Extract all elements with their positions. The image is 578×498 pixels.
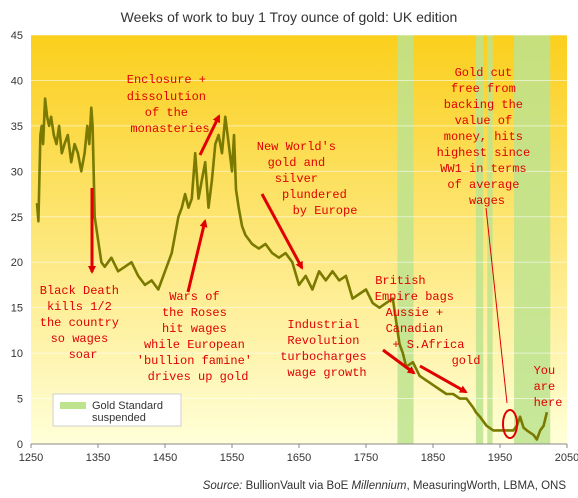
annotation-industrial-revolution: Industrial Revolution turbocharges wage … bbox=[280, 318, 374, 380]
shade-period-2 bbox=[487, 35, 493, 444]
arrow-new-world bbox=[260, 193, 304, 270]
x-tick-label: 1350 bbox=[86, 452, 110, 464]
x-tick-label: 1850 bbox=[421, 452, 445, 464]
y-tick-label: 10 bbox=[11, 348, 23, 360]
x-tick-label: 1750 bbox=[354, 452, 378, 464]
y-tick-label: 20 bbox=[11, 257, 23, 269]
shade-period-1 bbox=[475, 35, 484, 444]
legend: Gold Standard suspended bbox=[52, 393, 182, 427]
x-tick-label: 1950 bbox=[488, 452, 512, 464]
x-tick-label: 1550 bbox=[220, 452, 244, 464]
shade-period-3 bbox=[514, 35, 551, 444]
shade-period-0 bbox=[397, 35, 414, 444]
annotation-gold-cut-free: Gold cut free from backing the value of … bbox=[437, 66, 538, 208]
x-tick-label: 2050 bbox=[555, 452, 578, 464]
x-tick-label: 1650 bbox=[287, 452, 311, 464]
annotation-wars-of-roses: Wars of the Roses hit wages while Europe… bbox=[137, 290, 259, 384]
series-line-0 bbox=[35, 97, 549, 441]
annotation-enclosure: Enclosure + dissolution of the monasteri… bbox=[127, 73, 213, 136]
annotation-new-world: New World's gold and silver plundered by… bbox=[257, 140, 358, 218]
y-tick-label: 5 bbox=[17, 394, 23, 406]
annotation-british-empire: British Empire bags Aussie + Canadian + … bbox=[375, 274, 481, 368]
legend-box bbox=[52, 393, 182, 427]
annotation-arrows bbox=[88, 114, 468, 394]
x-tick-label: 1250 bbox=[19, 452, 43, 464]
series-group bbox=[35, 97, 549, 441]
chart-title: Weeks of work to buy 1 Troy ounce of gol… bbox=[121, 9, 458, 25]
annotation-black-death: Black Death kills 1/2 the country so wag… bbox=[40, 284, 126, 362]
gold-standard-shading bbox=[397, 35, 551, 444]
legend-swatch bbox=[60, 402, 86, 409]
pointer-line-gold-cut bbox=[485, 207, 508, 404]
annotation-you-are-here: You are here bbox=[534, 364, 563, 410]
y-tick-label: 30 bbox=[11, 166, 23, 178]
y-tick-label: 35 bbox=[11, 121, 23, 133]
y-tick-label: 15 bbox=[11, 303, 23, 315]
legend-label-line2: suspended bbox=[92, 412, 146, 424]
arrow-british-empire bbox=[419, 364, 468, 394]
y-tick-label: 25 bbox=[11, 212, 23, 224]
y-tick-label: 40 bbox=[11, 75, 23, 87]
plot-area bbox=[31, 35, 567, 444]
x-tick-label: 1450 bbox=[153, 452, 177, 464]
arrow-enclosure bbox=[198, 114, 221, 156]
y-tick-label: 45 bbox=[11, 30, 23, 42]
annotations: Enclosure + dissolution of the monasteri… bbox=[40, 66, 563, 410]
axes: 0 5 10 15 20 25 30 35 40 45 1250 1350 1450 1550 1650 17… bbox=[11, 30, 578, 464]
y-tick-label: 0 bbox=[17, 439, 23, 451]
source-note: Source: BullionVault via BoE Millennium,… bbox=[203, 480, 567, 492]
arrow-industrial bbox=[382, 348, 416, 375]
legend-label-line1: Gold Standard bbox=[92, 400, 163, 412]
highlight-circle bbox=[502, 409, 518, 439]
arrow-wars-of-roses bbox=[186, 219, 208, 293]
